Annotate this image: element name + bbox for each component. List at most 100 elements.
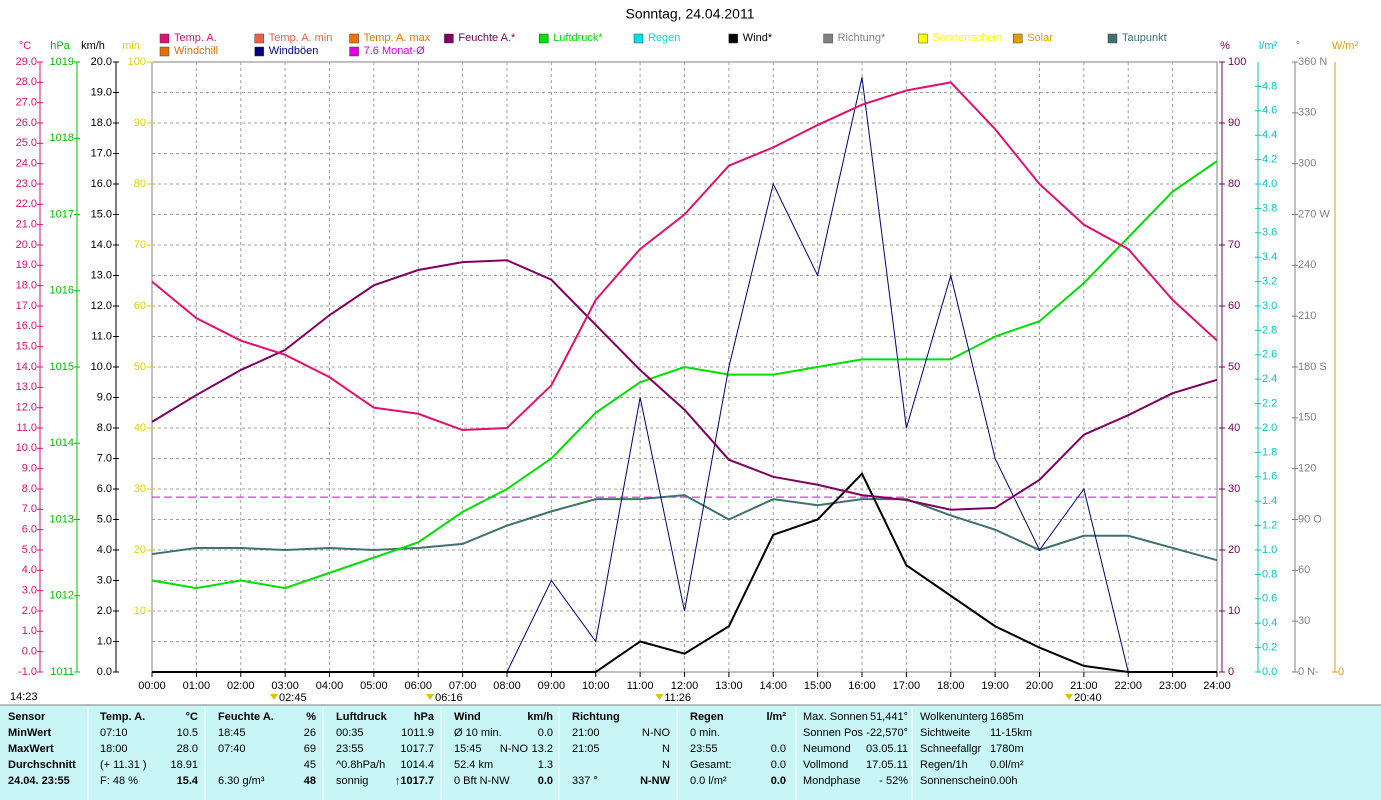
axis-title: l/m² [1259,40,1278,52]
legend-swatch [349,33,359,44]
stats-cell: - 52% [879,775,908,787]
stats-cell: 69 [304,743,316,755]
y-tick-label: 20.0 [16,239,37,251]
y-tick-label: 90 [134,117,146,129]
y-tick-label: 1.8 [1262,446,1277,458]
stats-cell: 21:05 [572,743,600,755]
y-tick-label: 2.0 [1262,422,1277,434]
y-tick-label: 7.0 [22,503,37,515]
stats-cell: 1014.4 [400,759,434,771]
stats-cell: 11-15km [990,727,1032,739]
series-line [151,259,1218,511]
y-tick-label: 30 [1228,483,1240,495]
y-tick-label: 8.0 [97,422,112,434]
stats-cell: Mondphase [803,775,861,787]
legend-swatch [254,46,265,57]
y-tick-label: 60 [134,300,146,312]
stats-cell: Ø 10 min. [454,727,502,739]
axis-title: km/h [81,40,105,52]
y-tick-label: 1.6 [1262,471,1277,483]
stats-cell: 337 ° [572,775,598,787]
y-tick-label: 90 O [1298,513,1322,525]
stats-cell: 0.0 [538,727,553,739]
y-tick-label: 50 [1228,361,1240,373]
y-tick-label: 1.0 [22,625,37,637]
x-tick-label: 21:00 [1070,680,1098,692]
y-tick-label: 1011 [50,666,74,678]
y-tick-label: 0.2 [1262,642,1277,654]
y-tick-label: 6.0 [22,524,37,536]
y-tick-label: 1015 [50,361,74,373]
x-tick-label: 18:00 [937,680,965,692]
y-tick-label: 0.4 [1262,617,1277,629]
stats-cell: 07:10 [100,727,128,739]
x-tick-label: 20:00 [1026,680,1054,692]
stats-panel [0,705,1381,800]
y-tick-label: 15.0 [91,208,112,220]
legend-swatch [918,33,928,44]
y-tick-label: 10 [1228,605,1240,617]
series-line [151,160,1218,590]
y-tick-label: 4.0 [22,564,37,576]
y-tick-label: 40 [134,422,146,434]
y-tick-label: 1.0 [97,635,112,647]
stats-cell: N [662,759,670,771]
y-tick-label: 2.4 [1262,373,1277,385]
legend-label: Regen [648,32,680,44]
y-tick-label: -1.0 [18,666,37,678]
stats-cell: Sonnenschein [920,775,990,787]
x-tick-label: 13:00 [715,680,743,692]
stats-cell: 21:00 [572,727,600,739]
y-tick-label: 4.0 [1262,178,1277,190]
x-tick-label: 04:00 [316,680,344,692]
stats-cell: 26 [304,727,316,739]
y-tick-label: 1.0 [1262,544,1277,556]
y-tick-label: 90 [1228,117,1240,129]
y-tick-label: 27.0 [16,97,37,109]
stats-header: Sensor [8,711,46,723]
y-tick-label: 1.2 [1262,520,1277,532]
y-tick-label: 150 [1298,412,1316,424]
axis-title: W/m² [1332,40,1359,52]
y-tick-label: 30 [1298,615,1310,627]
y-tick-label: 12.0 [91,300,112,312]
stats-cell: 0 Bft N-NW [454,775,510,787]
stats-cell: Neumond [803,743,851,755]
y-tick-label: 26.0 [16,117,37,129]
stats-cell: Sonnen Pos [803,727,863,739]
x-tick-label: 01:00 [183,680,211,692]
x-tick-label: 03:00 [271,680,299,692]
y-tick-label: 13.0 [16,381,37,393]
stats-cell: 0 min. [690,727,720,739]
y-tick-label: 40 [1228,422,1240,434]
legend-swatch [823,33,833,44]
stats-cell: 48 [304,775,316,787]
y-tick-label: 0 N- [1298,666,1319,678]
marker [1065,694,1074,700]
y-tick-label: 1013 [50,513,74,525]
y-tick-label: 5.0 [97,513,112,525]
marker-label: 06:16 [435,692,463,704]
y-tick-label: 0.8 [1262,568,1277,580]
y-tick-label: 11.0 [16,422,37,434]
stats-cell: 24.04. 23:55 [8,775,70,787]
legend-swatch [159,33,170,44]
y-tick-label: 13.0 [91,269,112,281]
y-tick-label: 2.2 [1262,398,1277,410]
y-tick-label: 210 [1298,310,1316,322]
stats-header: Richtung [572,711,620,723]
legend-swatch [159,46,170,57]
legend-swatch [633,33,644,44]
stats-cell: N [662,743,670,755]
y-tick-label: 3.0 [1262,300,1277,312]
marker-label: 11:26 [664,692,691,704]
y-tick-label: 70 [134,239,146,251]
y-tick-label: 1.4 [1262,495,1277,507]
stats-cell: 13.2 [532,743,553,755]
stats-cell: 15:45 [454,743,482,755]
stats-cell: N-NO [642,727,671,739]
stats-cell: 0.0 [771,743,786,755]
stats-cell: 52.4 km [454,759,493,771]
